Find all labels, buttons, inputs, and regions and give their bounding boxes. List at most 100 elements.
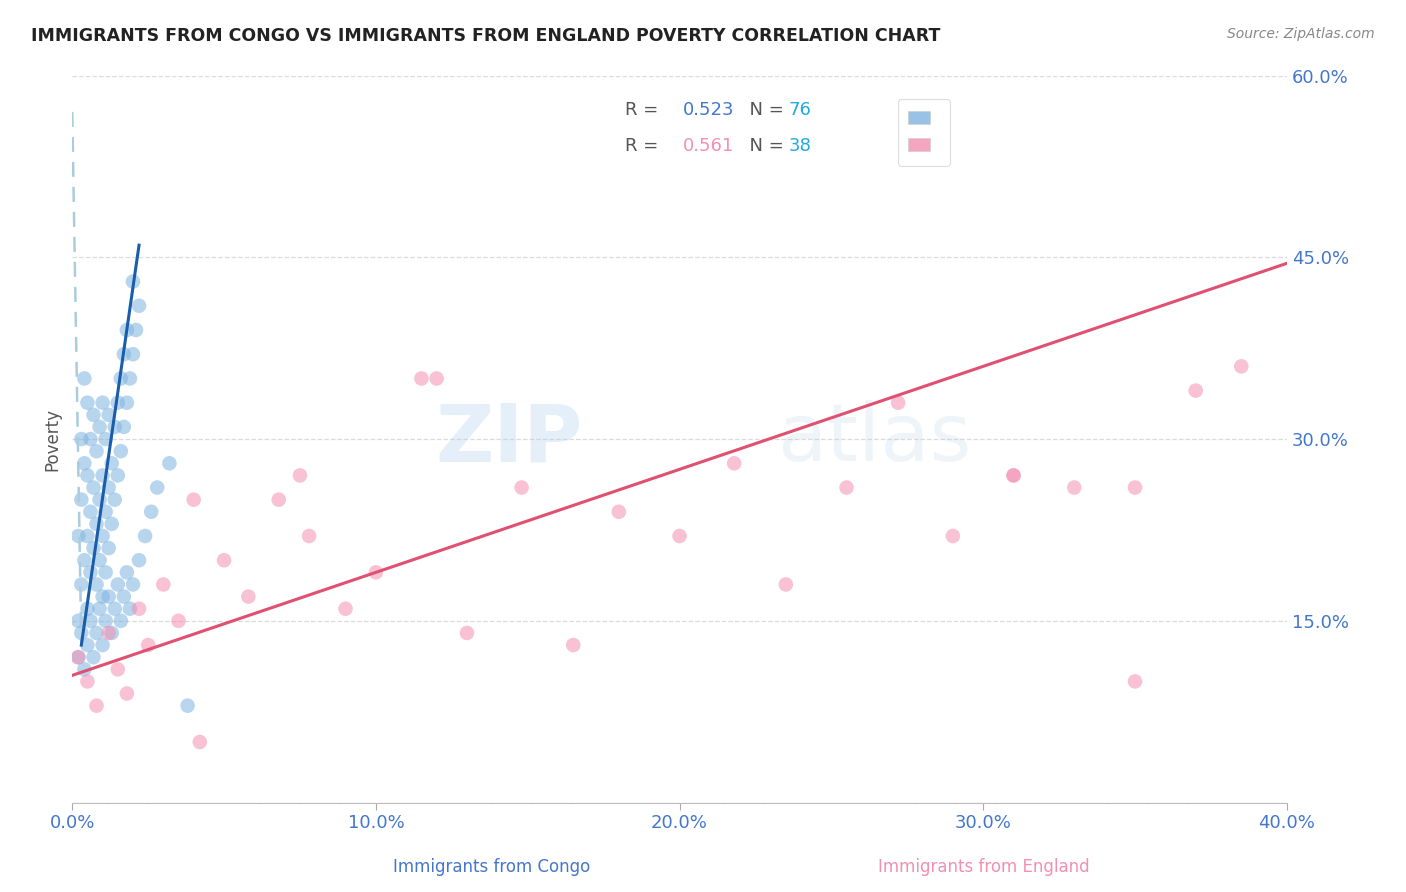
Point	[94, 614, 117, 628]
Point	[146, 481, 169, 495]
Point	[115, 323, 138, 337]
Point	[1123, 481, 1146, 495]
Point	[89, 420, 111, 434]
Point	[97, 408, 120, 422]
Point	[86, 626, 108, 640]
Text: Immigrants from Congo: Immigrants from Congo	[394, 858, 591, 876]
Point	[118, 371, 141, 385]
Point	[70, 626, 93, 640]
Point	[89, 553, 111, 567]
Point	[73, 662, 96, 676]
Point	[167, 614, 190, 628]
Text: IMMIGRANTS FROM CONGO VS IMMIGRANTS FROM ENGLAND POVERTY CORRELATION CHART: IMMIGRANTS FROM CONGO VS IMMIGRANTS FROM…	[31, 27, 941, 45]
Point	[82, 408, 104, 422]
Text: N =: N =	[738, 137, 789, 155]
Point	[73, 553, 96, 567]
Point	[100, 456, 122, 470]
Point	[267, 492, 290, 507]
Text: Immigrants from England: Immigrants from England	[879, 858, 1090, 876]
Point	[1123, 674, 1146, 689]
Point	[100, 626, 122, 640]
Point	[775, 577, 797, 591]
Point	[118, 601, 141, 615]
Text: ZIP: ZIP	[434, 400, 582, 478]
Point	[104, 492, 127, 507]
Point	[110, 371, 132, 385]
Text: Source: ZipAtlas.com: Source: ZipAtlas.com	[1227, 27, 1375, 41]
Point	[97, 590, 120, 604]
Point	[134, 529, 156, 543]
Point	[238, 590, 260, 604]
Point	[70, 577, 93, 591]
Point	[1002, 468, 1025, 483]
Point	[67, 529, 90, 543]
Point	[723, 456, 745, 470]
Point	[112, 590, 135, 604]
Point	[86, 444, 108, 458]
Point	[115, 687, 138, 701]
Point	[335, 601, 357, 615]
Point	[128, 299, 150, 313]
Point	[122, 347, 145, 361]
Point	[122, 275, 145, 289]
Point	[887, 395, 910, 409]
Y-axis label: Poverty: Poverty	[44, 408, 60, 471]
Point	[89, 601, 111, 615]
Point	[1184, 384, 1206, 398]
Point	[835, 481, 858, 495]
Point	[110, 444, 132, 458]
Point	[107, 577, 129, 591]
Point	[128, 553, 150, 567]
Point	[91, 529, 114, 543]
Point	[73, 371, 96, 385]
Point	[76, 601, 98, 615]
Text: atlas: atlas	[776, 400, 972, 478]
Text: R =: R =	[624, 137, 664, 155]
Text: 38: 38	[789, 137, 811, 155]
Point	[79, 614, 101, 628]
Point	[67, 650, 90, 665]
Point	[86, 698, 108, 713]
Point	[364, 566, 387, 580]
Point	[79, 505, 101, 519]
Point	[67, 650, 90, 665]
Point	[112, 420, 135, 434]
Point	[89, 492, 111, 507]
Point	[115, 395, 138, 409]
Point	[79, 432, 101, 446]
Point	[668, 529, 690, 543]
Point	[79, 566, 101, 580]
Point	[112, 347, 135, 361]
Point	[125, 323, 148, 337]
Point	[110, 614, 132, 628]
Point	[82, 650, 104, 665]
Point	[298, 529, 321, 543]
Point	[1002, 468, 1025, 483]
Point	[91, 395, 114, 409]
Point	[82, 481, 104, 495]
Point	[97, 481, 120, 495]
Legend: , : ,	[897, 99, 950, 166]
Point	[107, 395, 129, 409]
Text: 0.561: 0.561	[683, 137, 734, 155]
Point	[183, 492, 205, 507]
Point	[67, 614, 90, 628]
Point	[104, 601, 127, 615]
Point	[76, 395, 98, 409]
Point	[122, 577, 145, 591]
Point	[411, 371, 433, 385]
Point	[70, 432, 93, 446]
Point	[76, 638, 98, 652]
Point	[107, 468, 129, 483]
Point	[76, 529, 98, 543]
Point	[212, 553, 235, 567]
Point	[100, 516, 122, 531]
Point	[426, 371, 449, 385]
Point	[128, 601, 150, 615]
Text: R =: R =	[624, 101, 664, 119]
Text: 76: 76	[789, 101, 811, 119]
Point	[97, 626, 120, 640]
Point	[82, 541, 104, 555]
Point	[115, 566, 138, 580]
Point	[456, 626, 478, 640]
